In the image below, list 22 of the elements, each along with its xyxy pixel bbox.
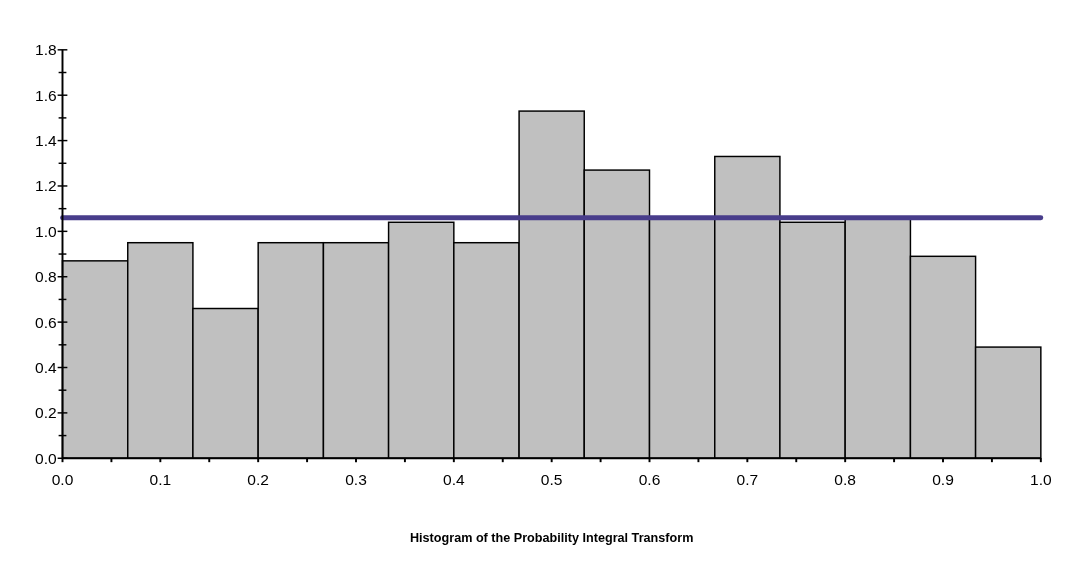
x-tick-label: 0.7 — [736, 470, 759, 488]
y-tick-label: 1.4 — [35, 132, 57, 150]
y-tick-label: 0.4 — [35, 358, 57, 376]
x-tick-label: 0.2 — [247, 470, 269, 488]
x-tick-label: 0.6 — [638, 470, 661, 488]
x-tick-label: 0.0 — [51, 470, 74, 488]
x-tick-label: 0.5 — [540, 470, 563, 488]
x-tick-label: 0.3 — [345, 470, 367, 488]
y-tick-label: 0.0 — [35, 449, 57, 467]
y-tick-label: 1.8 — [35, 41, 57, 59]
x-tick-label: 0.8 — [834, 470, 856, 488]
y-tick-label: 0.6 — [35, 313, 57, 331]
x-tick-label: 0.1 — [149, 470, 172, 488]
x-axis-title: Histogram of the Probability Integral Transform — [409, 530, 694, 545]
y-tick-label: 1.6 — [35, 86, 57, 104]
x-tick-label: 0.4 — [443, 470, 465, 488]
y-tick-label: 1.2 — [35, 177, 57, 195]
y-tick-label: 1.0 — [35, 222, 57, 240]
y-tick-label: 0.2 — [35, 404, 57, 422]
y-tick-label: 0.8 — [35, 268, 57, 286]
x-tick-label: 1.0 — [1030, 470, 1052, 488]
x-tick-label: 0.9 — [932, 470, 954, 488]
